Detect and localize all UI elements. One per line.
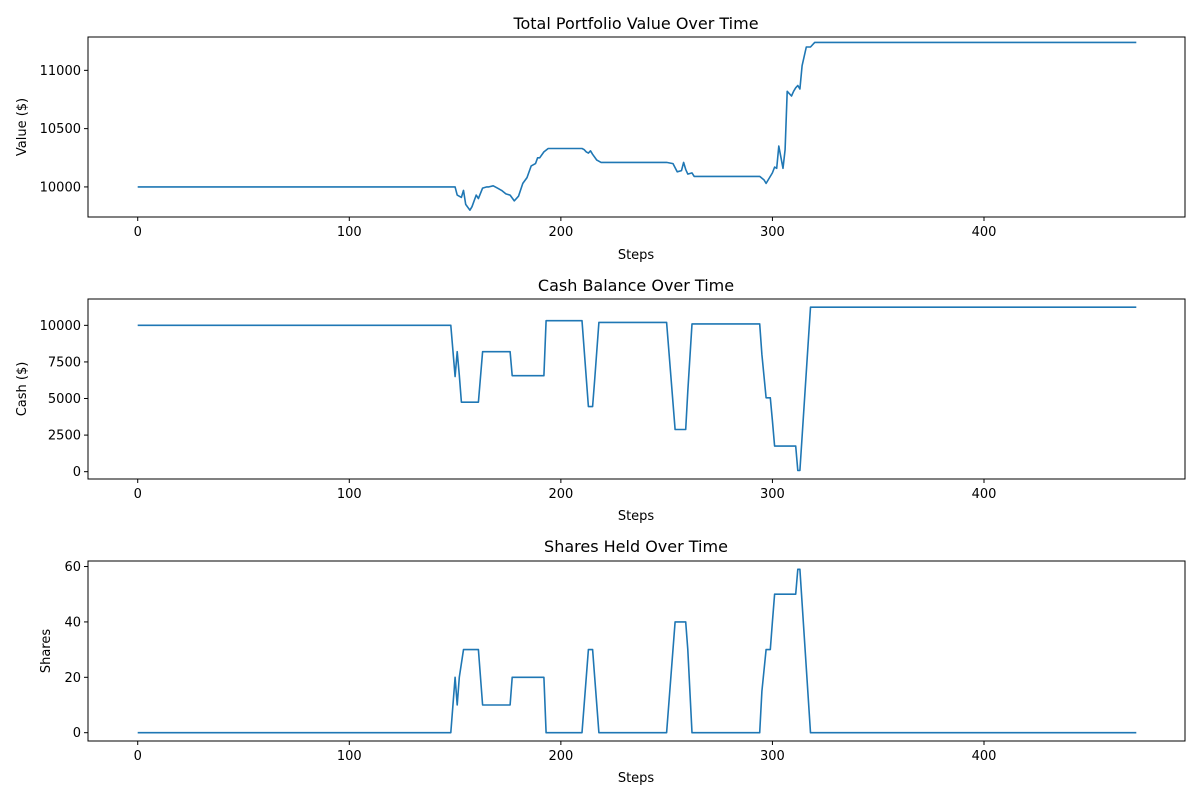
- x-tick-label: 100: [337, 487, 362, 502]
- x-tick-label: 0: [134, 749, 142, 764]
- x-tick-label: 400: [972, 749, 997, 764]
- shares-held-subplot: Shares Held Over Time Steps Shares 0 100 2…: [39, 537, 1186, 786]
- axis-ticks: 0 100 200 300 400 0 2500 5000 7500 10000: [40, 319, 997, 502]
- y-axis-label: Cash ($): [15, 362, 30, 417]
- y-tick-label: 20: [64, 671, 81, 686]
- x-tick-label: 200: [548, 225, 573, 240]
- chart-title: Cash Balance Over Time: [538, 276, 734, 295]
- x-tick-label: 400: [972, 225, 997, 240]
- series-line: [137, 568, 1137, 734]
- x-tick-label: 300: [760, 749, 785, 764]
- x-axis-label: Steps: [618, 248, 655, 263]
- portfolio-value-subplot: Total Portfolio Value Over Time Steps Va…: [15, 14, 1186, 263]
- chart-title: Shares Held Over Time: [544, 537, 728, 556]
- axis-ticks: 0 100 200 300 400 10000 10500 11000: [40, 64, 997, 240]
- y-tick-label: 10000: [40, 180, 81, 195]
- plot-frame: [87, 36, 1186, 218]
- y-tick-label: 0: [73, 465, 81, 480]
- y-axis-label: Value ($): [15, 98, 30, 156]
- x-tick-label: 100: [337, 749, 362, 764]
- x-tick-label: 200: [548, 749, 573, 764]
- x-tick-label: 400: [972, 487, 997, 502]
- x-tick-label: 100: [337, 225, 362, 240]
- chart-title: Total Portfolio Value Over Time: [512, 14, 758, 33]
- y-tick-label: 2500: [48, 429, 81, 444]
- x-axis-label: Steps: [618, 509, 655, 524]
- y-tick-label: 0: [73, 726, 81, 741]
- y-axis-label: Shares: [39, 629, 54, 674]
- y-tick-label: 5000: [48, 392, 81, 407]
- cash-balance-subplot: Cash Balance Over Time Steps Cash ($) 0 1…: [15, 276, 1186, 524]
- axis-ticks: 0 100 200 300 400 0 20 40 60: [64, 560, 996, 764]
- x-tick-label: 300: [760, 487, 785, 502]
- series-line: [137, 306, 1137, 472]
- plot-frame: [87, 298, 1186, 480]
- y-tick-label: 10500: [40, 122, 81, 137]
- x-tick-label: 200: [548, 487, 573, 502]
- x-tick-label: 0: [134, 225, 142, 240]
- x-tick-label: 0: [134, 487, 142, 502]
- series-lines: [137, 306, 1137, 472]
- series-lines: [137, 41, 1137, 211]
- y-tick-label: 60: [64, 560, 81, 575]
- y-tick-label: 11000: [40, 64, 81, 79]
- y-tick-label: 7500: [48, 355, 81, 370]
- series-line: [137, 41, 1137, 211]
- series-lines: [137, 568, 1137, 734]
- plot-frame: [87, 560, 1186, 742]
- y-tick-label: 40: [64, 615, 81, 630]
- x-axis-label: Steps: [618, 771, 655, 786]
- y-tick-label: 10000: [40, 319, 81, 334]
- x-tick-label: 300: [760, 225, 785, 240]
